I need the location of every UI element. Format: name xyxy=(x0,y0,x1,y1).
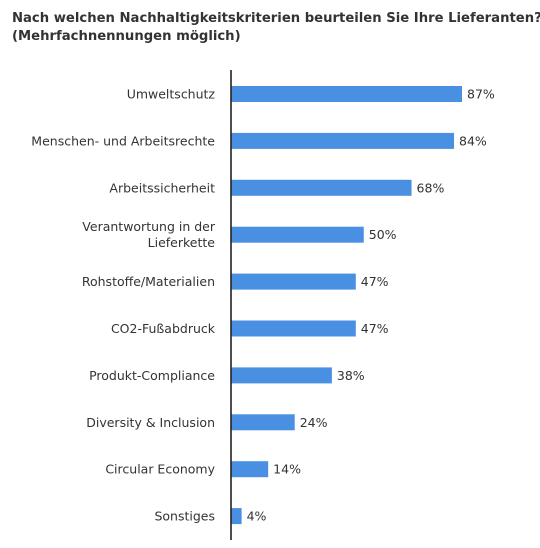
data-label: 47% xyxy=(361,274,389,289)
category-label: Menschen- und Arbeitsrechte xyxy=(31,133,215,148)
data-label: 87% xyxy=(467,87,495,102)
data-label: 14% xyxy=(273,462,301,477)
category-label: Rohstoffe/Materialien xyxy=(82,274,215,289)
data-label: 68% xyxy=(417,180,445,195)
category-label: Sonstiges xyxy=(154,509,215,524)
category-label: CO2-Fußabdruck xyxy=(111,321,216,336)
data-label: 38% xyxy=(337,368,365,383)
bar xyxy=(231,508,242,525)
data-label: 47% xyxy=(361,321,389,336)
category-label: Circular Economy xyxy=(105,462,215,477)
category-label: Produkt-Compliance xyxy=(89,368,215,383)
bar xyxy=(231,226,364,243)
data-label: 24% xyxy=(300,415,328,430)
bar xyxy=(231,461,269,478)
bar xyxy=(231,414,295,431)
category-label: Arbeitssicherheit xyxy=(109,180,215,195)
data-label: 4% xyxy=(247,509,267,524)
bar xyxy=(231,179,412,196)
chart-title-block: Nach welchen Nachhaltigkeitskriterien be… xyxy=(12,10,540,46)
category-label: Diversity & Inclusion xyxy=(86,415,215,430)
bar xyxy=(231,320,356,337)
category-label: Lieferkette xyxy=(148,235,216,250)
bar xyxy=(231,367,332,384)
data-label: 84% xyxy=(459,133,487,148)
bar xyxy=(231,132,455,149)
chart-subtitle: (Mehrfachnennungen möglich) xyxy=(12,29,241,44)
category-label: Verantwortung in der xyxy=(82,219,216,234)
chart-title: Nach welchen Nachhaltigkeitskriterien be… xyxy=(12,11,540,26)
data-label: 50% xyxy=(369,227,397,242)
bar xyxy=(231,273,356,290)
bar xyxy=(231,86,462,102)
category-label: Umweltschutz xyxy=(127,87,216,102)
